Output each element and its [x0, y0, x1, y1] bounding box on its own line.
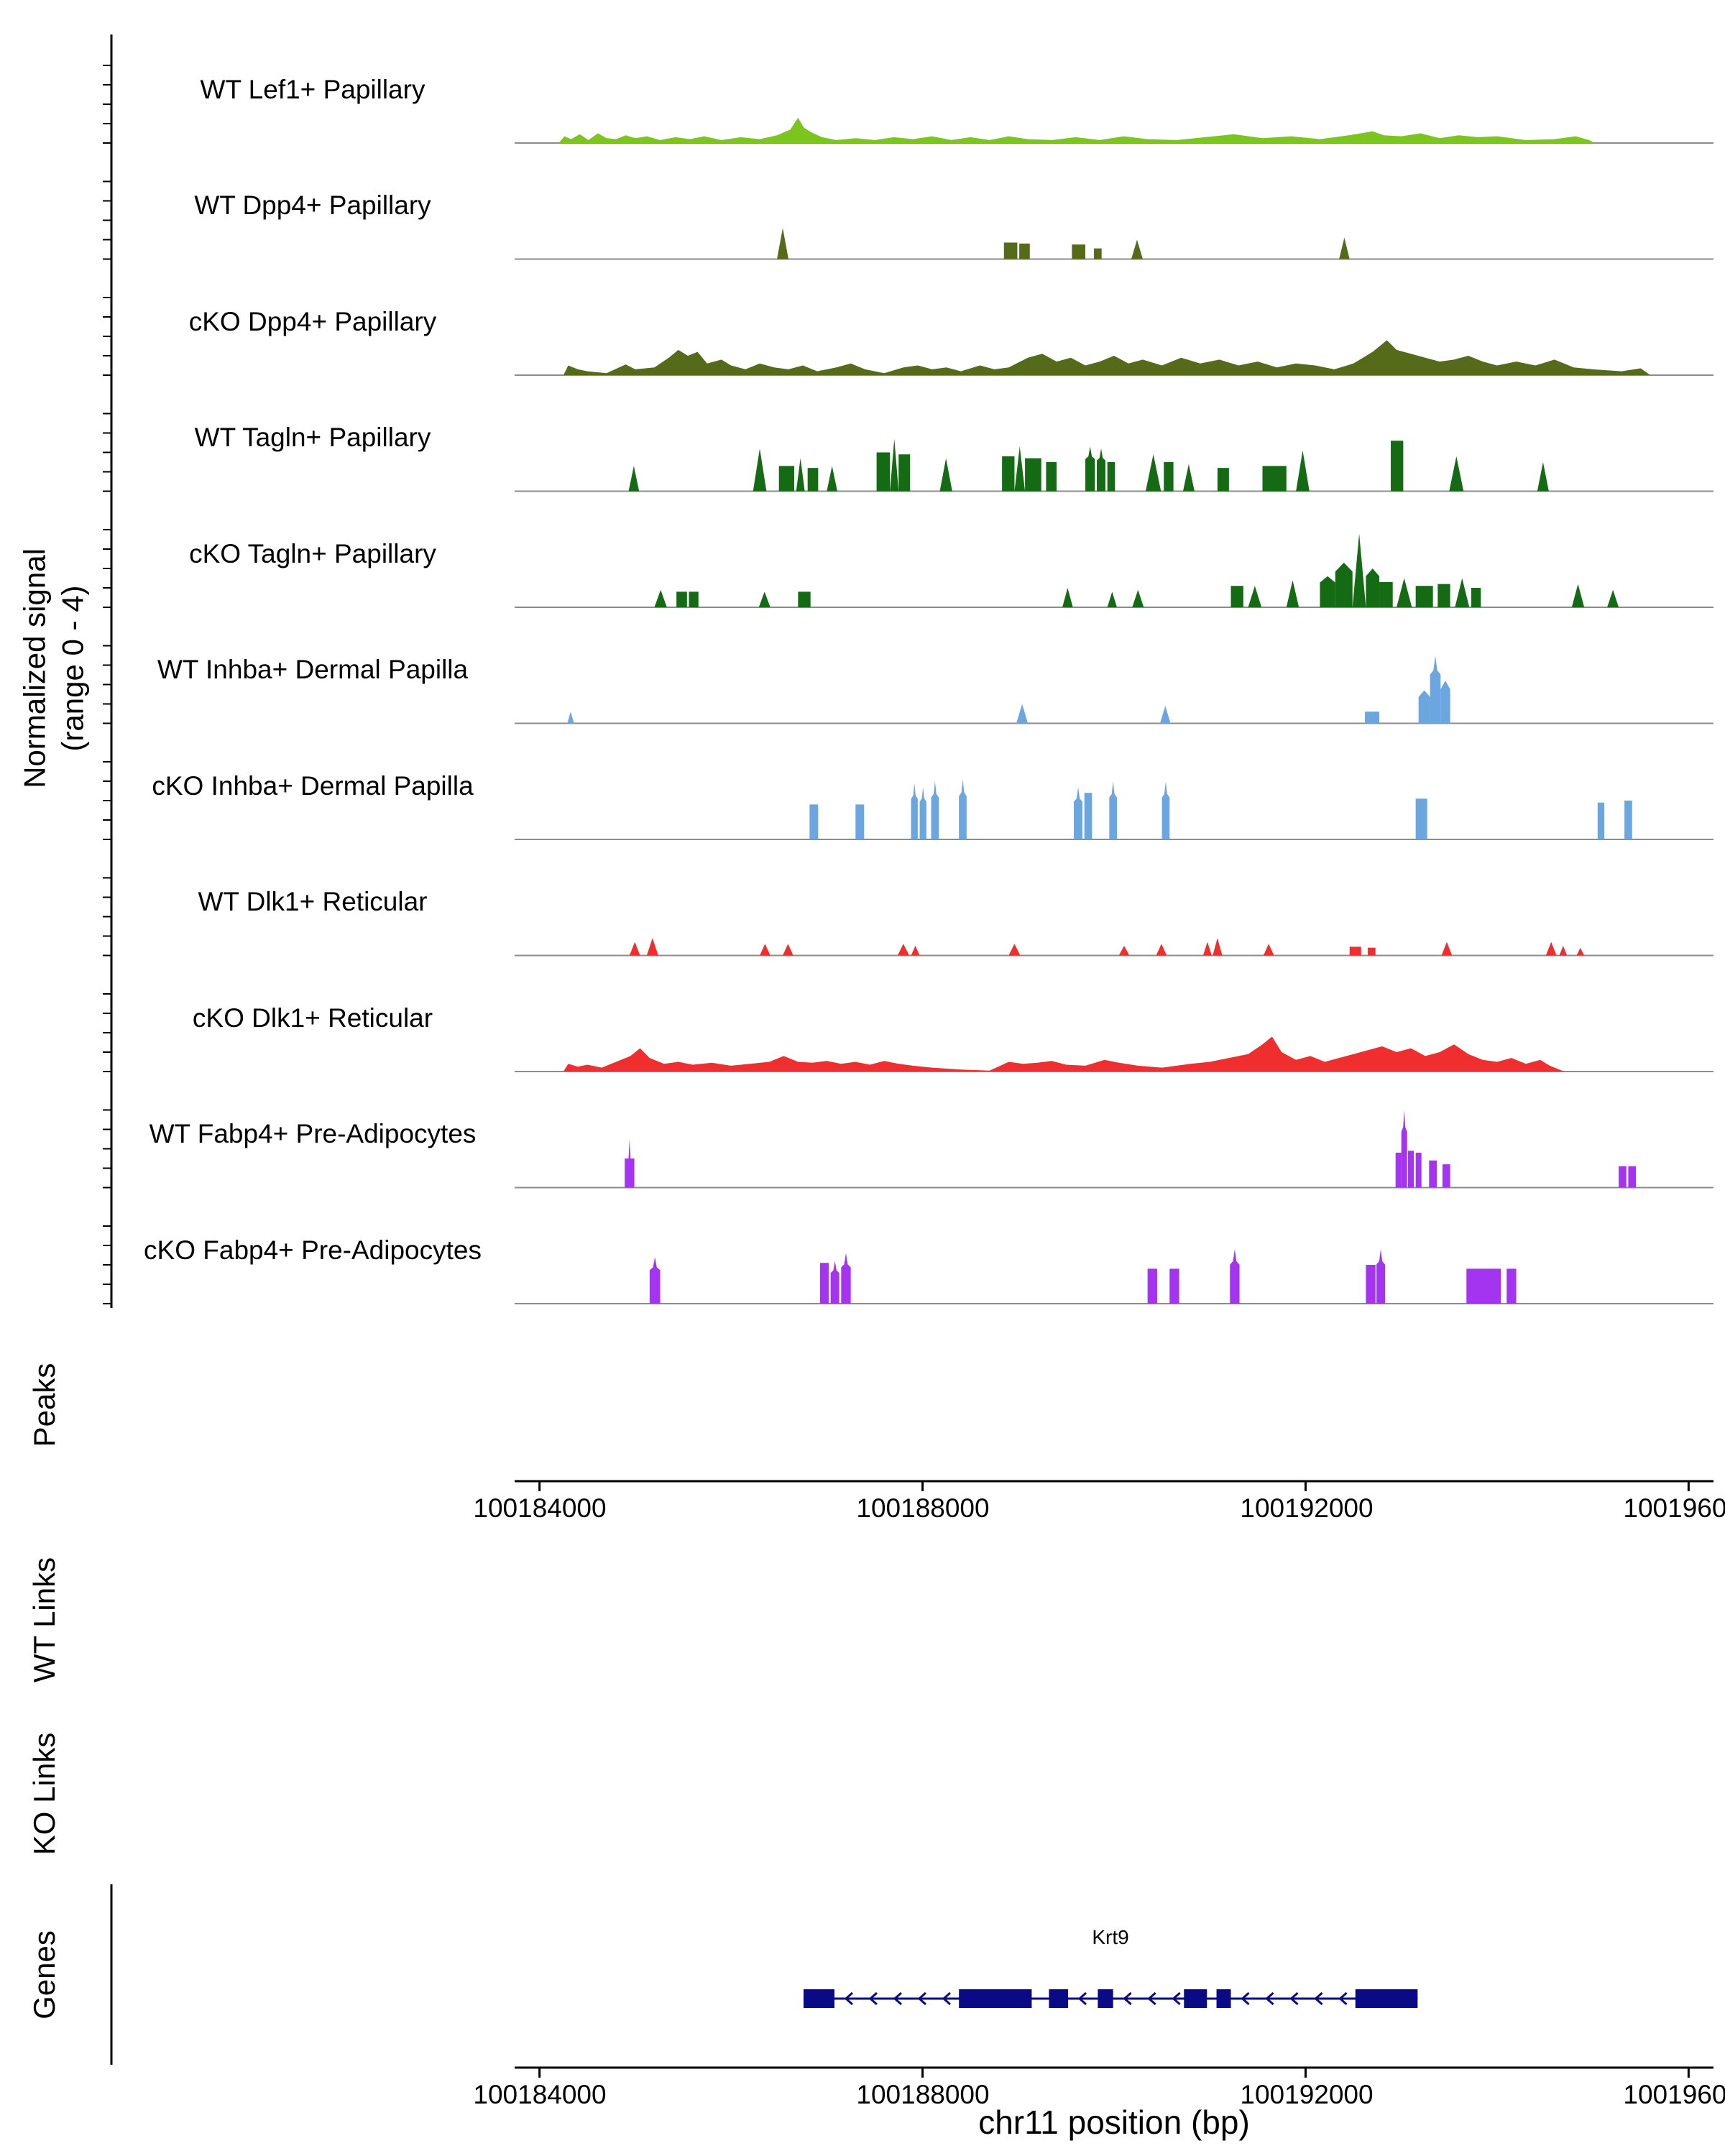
- bottom-axis-tick-100192000: 100192000: [1240, 2080, 1374, 2109]
- track-label-wt-dpp4: WT Dpp4+ Papillary: [194, 190, 431, 220]
- peaks-axis-tick-100188000: 100188000: [856, 1493, 990, 1523]
- peaks-axis-tick-100192000: 100192000: [1240, 1493, 1374, 1523]
- track-label-cko-dpp4: cKO Dpp4+ Papillary: [188, 307, 437, 336]
- track-label-cko-inhba: cKO Inhba+ Dermal Papilla: [152, 771, 474, 801]
- section-label-peaks: Peaks: [27, 1363, 61, 1447]
- track-label-wt-fabp4: WT Fabp4+ Pre-Adipocytes: [149, 1119, 477, 1148]
- track-label-cko-tagln: cKO Tagln+ Papillary: [189, 539, 436, 568]
- peaks-axis-tick-100184000: 100184000: [473, 1493, 607, 1523]
- bottom-axis-tick-100184000: 100184000: [473, 2080, 607, 2109]
- gene-label-krt9: Krt9: [1092, 1926, 1129, 1948]
- track-label-cko-dlk1: cKO Dlk1+ Reticular: [192, 1003, 433, 1033]
- x-axis-title: chr11 position (bp): [978, 2104, 1250, 2141]
- track-label-cko-fabp4: cKO Fabp4+ Pre-Adipocytes: [144, 1235, 482, 1265]
- peaks-axis-tick-100196000: 100196000: [1623, 1493, 1725, 1523]
- track-label-wt-tagln: WT Tagln+ Papillary: [194, 423, 431, 452]
- section-label-genes: Genes: [27, 1930, 61, 2019]
- bottom-axis-tick-100188000: 100188000: [856, 2080, 990, 2109]
- track-label-wt-lef1: WT Lef1+ Papillary: [200, 75, 426, 104]
- bottom-axis-tick-100196000: 100196000: [1623, 2080, 1725, 2109]
- section-label-wt-links: WT Links: [27, 1557, 61, 1683]
- y-axis-label-line1: Normalized signal: [17, 548, 52, 788]
- track-label-wt-dlk1: WT Dlk1+ Reticular: [198, 887, 428, 916]
- track-label-wt-inhba: WT Inhba+ Dermal Papilla: [157, 655, 469, 684]
- section-label-ko-links: KO Links: [27, 1732, 61, 1856]
